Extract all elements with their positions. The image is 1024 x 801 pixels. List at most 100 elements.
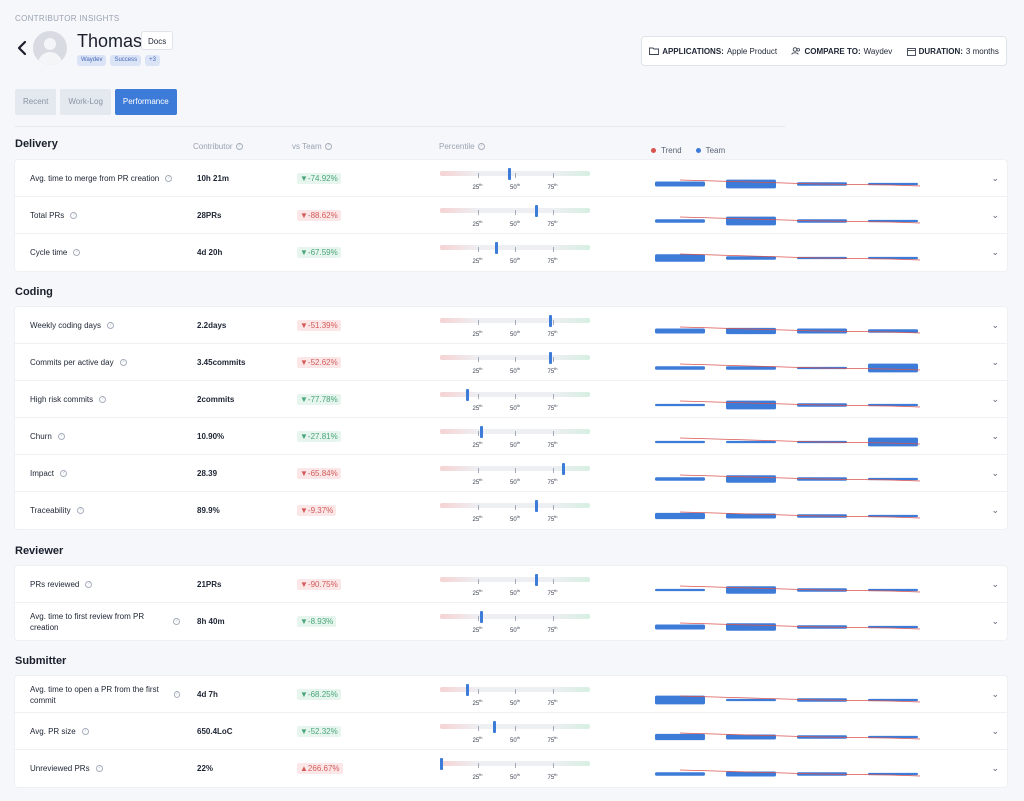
section-title: Delivery: [15, 138, 58, 150]
metric-row[interactable]: Cycle time? 4d 20h ▼-67.59% 25th 50th 75th ⌄: [15, 234, 1007, 271]
percentile-tick-label: 50th: [509, 514, 521, 523]
metric-row[interactable]: Avg. PR size? 650.4LoC ▼-52.32% 25th 50th 75t…: [15, 713, 1007, 750]
duration-filter[interactable]: DURATION: 3 months: [906, 47, 999, 56]
percentile-tick-label: 75th: [547, 440, 558, 449]
metric-row[interactable]: Avg. time to merge from PR creation? 10h …: [15, 160, 1007, 197]
percentile-tick: [477, 763, 479, 768]
percentile-bar: 25th 50th 75th: [440, 168, 590, 191]
percentile-tick: [515, 431, 516, 436]
team-bar: [726, 698, 776, 702]
metric-row[interactable]: Churn? 10.90% ▼-27.81% 25th 50th 75th ⌄: [15, 418, 1007, 455]
help-icon[interactable]: ?: [99, 396, 107, 403]
tab-work-log[interactable]: Work-Log: [60, 89, 111, 115]
metric-row[interactable]: Commits per active day? 3.45commits ▼-52.6…: [15, 344, 1007, 381]
percentile-tick: [552, 431, 554, 436]
percentile-tick: [515, 320, 516, 325]
metric-name: High risk commits?: [30, 381, 180, 418]
help-icon[interactable]: ?: [57, 433, 65, 440]
metric-row[interactable]: Unreviewed PRs? 22% ▲266.67% 25th 50th 75th ⌄: [15, 750, 1007, 787]
percentile-tick-label: 75th: [547, 698, 558, 707]
percentile-marker: [440, 758, 443, 770]
contributor-value: 4d 20h: [197, 248, 223, 257]
compare-to-filter[interactable]: COMPARE TO: Waydev: [791, 47, 892, 56]
contributor-value: 8h 40m: [197, 617, 225, 626]
metric-name: Churn?: [30, 418, 180, 455]
percentile-tick: [515, 394, 516, 399]
percentile-tick-label: 75th: [547, 735, 558, 744]
chevron-down-icon[interactable]: ⌄: [991, 247, 999, 257]
percentile-tick: [515, 689, 516, 694]
chevron-down-icon[interactable]: ⌄: [991, 320, 999, 330]
percentile-bar: 25th 50th 75th: [440, 721, 590, 744]
metric-row[interactable]: Total PRs? 28PRs ▼-88.62% 25th 50th 75th ⌄: [15, 197, 1007, 234]
percentile-tick-label: 25th: [472, 477, 483, 486]
help-icon[interactable]: ?: [235, 143, 243, 150]
chevron-down-icon[interactable]: ⌄: [991, 763, 999, 773]
percentile-tick: [552, 505, 554, 510]
chevron-down-icon[interactable]: ⌄: [991, 726, 999, 736]
trend-sparkline: [655, 216, 920, 226]
trend-sparkline: [655, 732, 920, 741]
contributor-value: 4d 7h: [197, 690, 218, 699]
metric-row[interactable]: Impact? 28.39 ▼-65.84% 25th 50th 75th ⌄: [15, 455, 1007, 492]
percentile-tick: [552, 247, 554, 252]
docs-button[interactable]: Docs: [141, 31, 174, 50]
team-bar: [655, 366, 705, 370]
help-icon[interactable]: ?: [76, 507, 84, 514]
vs-team-badge: ▼-90.75%: [297, 579, 341, 590]
trend-line: [679, 585, 920, 593]
metric-row[interactable]: Traceability? 89.9% ▼-9.37% 25th 50th 75th ⌄: [15, 492, 1007, 529]
contributor-value: 28PRs: [197, 211, 222, 220]
trend-sparkline: [655, 437, 920, 447]
metric-name: PRs reviewed?: [30, 566, 180, 603]
help-icon[interactable]: ?: [95, 765, 103, 772]
chevron-down-icon[interactable]: ⌄: [991, 173, 999, 183]
chevron-down-icon[interactable]: ⌄: [991, 505, 999, 515]
metric-name: Commits per active day?: [30, 344, 180, 381]
applications-filter[interactable]: APPLICATIONS: Apple Product: [649, 47, 777, 56]
help-icon[interactable]: ?: [119, 359, 127, 366]
metric-row[interactable]: PRs reviewed? 21PRs ▼-90.75% 25th 50th 75th ⌄: [15, 566, 1007, 603]
tag-badge[interactable]: Waydev: [77, 55, 107, 66]
help-icon[interactable]: ?: [60, 470, 68, 477]
chevron-down-icon[interactable]: ⌄: [991, 468, 999, 478]
tag-list: Waydev Success +3: [77, 55, 160, 66]
trend-sparkline: [655, 474, 920, 483]
help-icon[interactable]: ?: [165, 175, 173, 182]
percentile-tick: [515, 616, 516, 621]
percentile-marker: [548, 315, 552, 327]
percentile-tick-label: 25th: [472, 256, 483, 265]
chevron-down-icon[interactable]: ⌄: [991, 616, 999, 626]
chevron-down-icon[interactable]: ⌄: [991, 357, 999, 367]
trend-sparkline: [655, 695, 920, 705]
chevron-down-icon[interactable]: ⌄: [991, 689, 999, 699]
help-icon[interactable]: ?: [173, 691, 180, 698]
back-arrow-icon[interactable]: [16, 38, 28, 58]
metric-row[interactable]: High risk commits? 2commits ▼-77.78% 25th 50…: [15, 381, 1007, 418]
help-icon[interactable]: ?: [70, 212, 78, 219]
help-icon[interactable]: ?: [81, 728, 89, 735]
tag-badge[interactable]: Success: [110, 55, 142, 66]
chevron-down-icon[interactable]: ⌄: [991, 579, 999, 589]
chevron-down-icon[interactable]: ⌄: [991, 394, 999, 404]
metric-row[interactable]: Avg. time to first review from PR creati…: [15, 603, 1007, 640]
percentile-tick-label: 50th: [509, 772, 521, 781]
help-icon[interactable]: ?: [477, 143, 485, 150]
help-icon[interactable]: ?: [73, 249, 81, 256]
metric-row[interactable]: Avg. time to open a PR from the first co…: [15, 676, 1007, 713]
team-bar: [726, 256, 776, 260]
percentile-tick-label: 75th: [547, 625, 558, 634]
more-tags-badge[interactable]: +3: [145, 55, 160, 66]
metric-row[interactable]: Weekly coding days? 2.2days ▼-51.39% 25th 50…: [15, 307, 1007, 344]
help-icon[interactable]: ?: [324, 143, 332, 150]
percentile-tick: [515, 579, 516, 584]
help-icon[interactable]: ?: [107, 322, 114, 329]
help-icon[interactable]: ?: [85, 581, 93, 588]
metric-name: Impact?: [30, 455, 180, 492]
help-icon[interactable]: ?: [173, 618, 180, 625]
chevron-down-icon[interactable]: ⌄: [991, 431, 999, 441]
metric-name: Unreviewed PRs?: [30, 750, 180, 787]
chevron-down-icon[interactable]: ⌄: [991, 210, 999, 220]
tab-performance[interactable]: Performance: [114, 89, 177, 115]
tab-recent[interactable]: Recent: [15, 89, 57, 115]
